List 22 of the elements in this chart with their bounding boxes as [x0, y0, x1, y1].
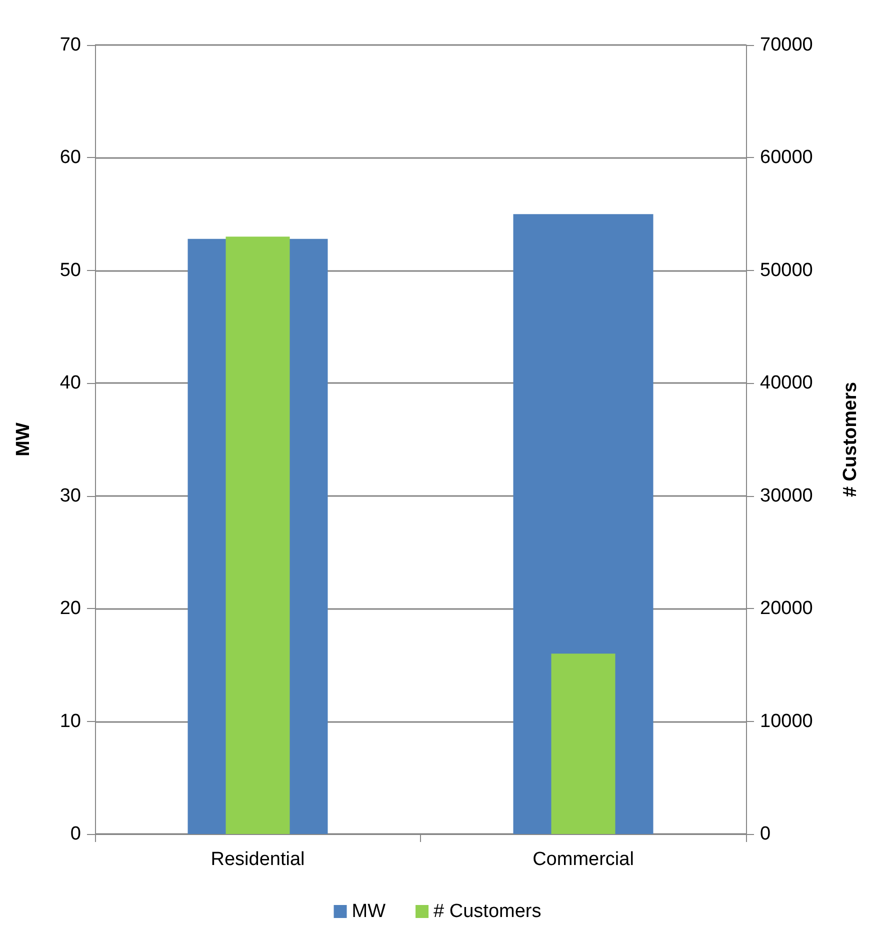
- y-tick-label: 30: [60, 485, 81, 506]
- y-axis-title: MW: [13, 422, 34, 456]
- y2-tick-label: 0: [760, 824, 771, 844]
- y2-tick-label: 20000: [760, 598, 813, 620]
- y2-tick-label: 70000: [760, 34, 813, 56]
- y-tick-label: 50: [60, 260, 81, 281]
- y2-tick-label: 30000: [760, 485, 813, 506]
- y-tick-label: 20: [60, 598, 81, 620]
- y2-tick-label: 10000: [760, 710, 813, 732]
- y2-tick-label: 60000: [760, 147, 813, 168]
- y-tick-label: 70: [60, 34, 81, 56]
- y-tick-label: 0: [70, 824, 81, 844]
- legend-label: # Customers: [434, 901, 542, 922]
- x-tick-label: Residential: [210, 849, 305, 870]
- y-tick-label: 40: [60, 372, 81, 394]
- legend-label: MW: [352, 901, 386, 922]
- y2-tick-label: 50000: [760, 260, 813, 281]
- y-tick-label: 60: [60, 147, 81, 168]
- y-tick-label: 10: [60, 710, 81, 732]
- x-tick-label: Commercial: [532, 849, 634, 870]
- y2-tick-label: 40000: [760, 372, 813, 394]
- y2-axis-title: # Customers: [840, 382, 861, 498]
